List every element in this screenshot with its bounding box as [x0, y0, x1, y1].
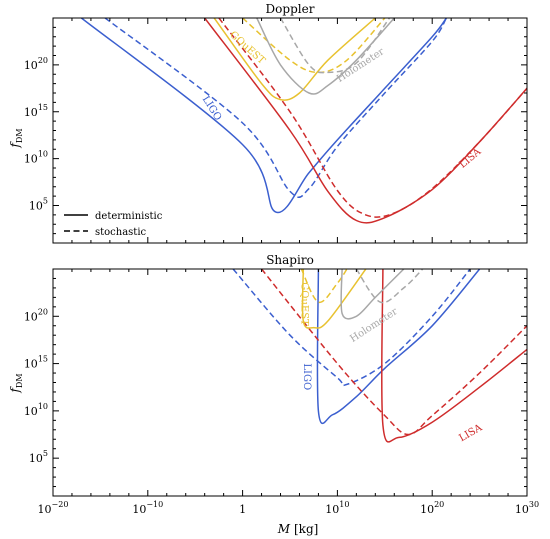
- curve-label-lisa: LISA: [457, 422, 485, 444]
- x-tick-labels: 10−20 10−10 1 1010 1020 1030: [38, 500, 540, 516]
- doppler-panel: Doppler 105 1010 1015 1020 LIGO LISA GQuEST Holo…: [24, 2, 528, 244]
- curve-ligo-stochastic: [232, 269, 471, 387]
- x-tick-label: 10−20: [38, 500, 69, 516]
- y-tick-label: 1015: [24, 103, 48, 119]
- legend-label-deterministic: deterministic: [95, 211, 163, 222]
- legend: deterministic stochastic: [64, 211, 163, 238]
- curve-holometer-deterministic: [340, 269, 405, 320]
- curve-label-holometer: Holometer: [335, 46, 387, 85]
- shapiro-panel: Shapiro 105 1010 1015 1020 LIGO LISA GQuEST Holo…: [24, 253, 528, 497]
- curve-gquest-deterministic: [301, 269, 367, 329]
- curve-label-ligo: LIGO: [301, 363, 312, 390]
- curve-ligo-deterministic: [80, 18, 448, 213]
- x-tick-label: 1: [239, 503, 246, 516]
- curve-label-gquest: GQuEST: [227, 29, 267, 66]
- panel-title: Doppler: [266, 2, 315, 16]
- curve-gquest-deterministic: [213, 18, 376, 101]
- curve-lisa-stochastic: [218, 18, 527, 218]
- curve-lisa-stochastic: [261, 269, 527, 436]
- curve-lisa-deterministic: [380, 269, 527, 443]
- panel-frame: [52, 268, 528, 497]
- curve-label-lisa: LISA: [457, 146, 484, 171]
- curve-gquest-stochastic: [242, 18, 386, 74]
- y-tick-label: 1010: [24, 402, 48, 418]
- curve-ligo-deterministic: [316, 269, 481, 425]
- curve-label-ligo: LIGO: [200, 94, 224, 123]
- x-tick-label: 1020: [420, 500, 444, 516]
- curve-label-holometer: Holometer: [348, 306, 400, 345]
- x-tick-label: 10−10: [132, 500, 163, 516]
- y-tick-label: 1015: [24, 355, 48, 371]
- y-tick-label: 1010: [24, 150, 48, 166]
- y-tick-label: 1020: [24, 56, 48, 72]
- x-tick-label: 1010: [325, 500, 349, 516]
- y-tick-label: 105: [29, 449, 48, 465]
- x-axis-label: M [kg]: [277, 522, 319, 536]
- curve-ligo-stochastic: [104, 18, 448, 199]
- y-axis-label-top: fDM: [8, 128, 24, 148]
- x-tick-label: 1030: [515, 500, 539, 516]
- curve-holometer-stochastic: [279, 18, 391, 74]
- panel-title: Shapiro: [266, 253, 314, 267]
- y-tick-label: 1020: [24, 307, 48, 323]
- legend-label-stochastic: stochastic: [95, 227, 147, 238]
- y-axis-label-bottom: fDM: [8, 373, 24, 393]
- curve-label-gquest: GQuEST: [298, 282, 309, 326]
- y-tick-label: 105: [29, 197, 48, 213]
- curve-gquest-stochastic: [300, 269, 348, 303]
- curve-holometer-deterministic: [256, 18, 395, 95]
- curve-holometer-stochastic: [355, 269, 424, 304]
